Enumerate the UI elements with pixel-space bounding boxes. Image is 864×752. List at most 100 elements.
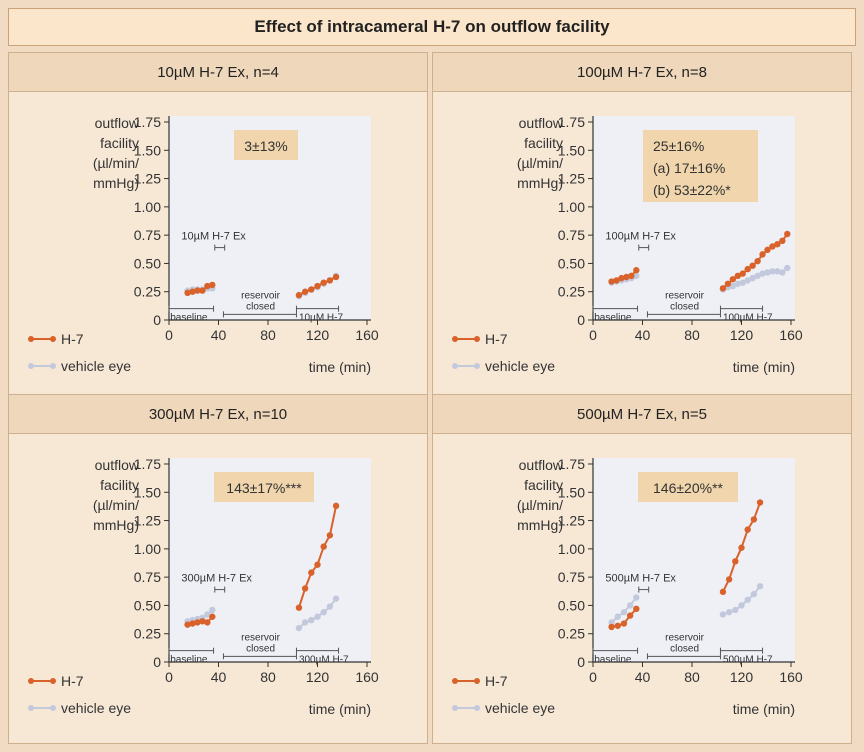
legend-swatch-point <box>28 678 34 684</box>
reservoir-label: closed <box>246 643 275 654</box>
h7-point <box>184 621 191 628</box>
h7-point <box>199 618 206 625</box>
legend-swatch-point <box>452 336 458 342</box>
stats-label: (b) 53±22%* <box>653 182 731 198</box>
x-tick-label: 40 <box>211 669 227 685</box>
legend-label: vehicle eye <box>61 700 131 716</box>
vehicle-point <box>774 268 781 275</box>
h7-point <box>613 277 620 284</box>
y-tick-label: 1.50 <box>558 484 585 500</box>
h7-point <box>724 280 732 287</box>
figure-title: Effect of intracameral H-7 on outflow fa… <box>8 8 856 46</box>
x-tick-label: 120 <box>306 327 330 343</box>
reservoir-label: closed <box>670 301 699 312</box>
h7-point <box>209 281 216 289</box>
y-axis-label: (µl/min/ <box>93 497 139 513</box>
y-tick-label: 0 <box>577 654 585 670</box>
y-axis-label: (µl/min/ <box>517 497 563 513</box>
h7-point <box>739 270 746 277</box>
x-tick-label: 120 <box>730 327 754 343</box>
y-axis-label: mmHg) <box>517 175 563 191</box>
vehicle-point <box>734 280 741 287</box>
vehicle-point <box>633 594 640 601</box>
stats-label: 3±13% <box>244 138 288 154</box>
y-tick-label: 1.25 <box>134 513 161 529</box>
y-tick-label: 1.00 <box>558 541 585 557</box>
legend-swatch-point <box>452 678 458 684</box>
vehicle-point <box>739 279 746 286</box>
x-tick-label: 160 <box>779 327 803 343</box>
y-tick-label: 1.75 <box>558 114 585 130</box>
y-tick-label: 0.50 <box>134 597 161 613</box>
vehicle-point <box>749 274 756 282</box>
x-tick-label: 160 <box>779 669 803 685</box>
y-axis-label: outflow <box>95 457 140 473</box>
legend-label: H-7 <box>485 673 508 689</box>
vehicle-point <box>732 606 739 614</box>
y-tick-label: 0.25 <box>558 284 585 300</box>
h7-point <box>769 243 776 250</box>
h7-point <box>199 287 206 294</box>
legend-swatch-point <box>474 363 480 369</box>
x-tick-label: 0 <box>589 327 597 343</box>
y-tick-label: 1.00 <box>558 199 585 215</box>
x-tick-label: 0 <box>165 669 173 685</box>
y-tick-label: 1.00 <box>134 541 161 557</box>
y-tick-label: 0 <box>153 654 161 670</box>
exchange-label: 300µM H-7 Ex <box>181 573 252 585</box>
panel-10um: 10µM H-7 Ex, n=4 0 0.25 0.50 0.75 1.00 1.25 1.… <box>8 52 428 402</box>
h7-point <box>209 613 216 620</box>
x-tick-label: 80 <box>684 327 700 343</box>
legend-swatch-point <box>28 705 34 711</box>
y-tick-label: 0 <box>577 312 585 328</box>
h7-point <box>623 273 630 281</box>
y-axis-label: outflow <box>95 115 140 131</box>
h7-point <box>633 267 640 274</box>
treatment-label: 500µM H-7 <box>723 655 773 666</box>
x-tick-label: 0 <box>165 327 173 343</box>
y-tick-label: 1.50 <box>558 142 585 158</box>
treatment-label: 300µM H-7 <box>299 655 349 666</box>
x-tick-label: 0 <box>589 669 597 685</box>
reservoir-label: reservoir <box>665 632 705 643</box>
vehicle-point <box>759 270 766 277</box>
vehicle-point <box>738 602 745 609</box>
y-axis-label: mmHg) <box>93 517 139 533</box>
vehicle-point <box>314 613 321 620</box>
h7-point <box>779 237 786 244</box>
y-tick-label: 0.50 <box>134 255 161 271</box>
h7-point <box>719 285 727 292</box>
x-tick-label: 120 <box>730 669 754 685</box>
h7-point <box>725 576 733 583</box>
h7-point <box>759 251 766 258</box>
y-axis-label: facility <box>524 477 563 493</box>
h7-point <box>320 279 327 286</box>
y-tick-label: 1.00 <box>134 199 161 215</box>
y-tick-label: 0.25 <box>134 626 161 642</box>
baseline-label: baseline <box>594 655 632 666</box>
vehicle-point <box>320 609 327 616</box>
vehicle-point <box>756 582 764 590</box>
stats-box <box>214 472 314 502</box>
h7-point <box>204 282 211 290</box>
vehicle-point <box>608 619 615 626</box>
vehicle-point <box>744 277 751 284</box>
panel-title: 300µM H-7 Ex, n=10 <box>9 395 427 434</box>
vehicle-point <box>209 606 216 614</box>
h7-point <box>784 230 791 238</box>
vehicle-point <box>614 613 621 620</box>
stats-box <box>643 130 758 202</box>
legend-swatch-point <box>474 705 480 711</box>
y-tick-label: 0.75 <box>134 569 161 585</box>
h7-point <box>314 282 321 290</box>
legend-swatch-point <box>28 336 34 342</box>
vehicle-point <box>729 282 737 290</box>
panel-title: 10µM H-7 Ex, n=4 <box>9 53 427 92</box>
vehicle-point <box>620 609 628 616</box>
h7-point <box>614 622 621 629</box>
vehicle-point <box>308 616 315 624</box>
stats-box <box>638 472 738 502</box>
y-tick-label: 0.50 <box>558 255 585 271</box>
h7-point <box>608 278 615 285</box>
y-tick-label: 1.50 <box>134 142 161 158</box>
